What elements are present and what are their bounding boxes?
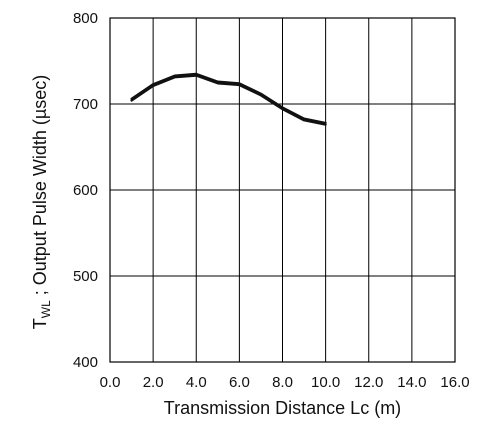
x-tick-label: 2.0 [143,374,164,391]
x-tick-label: 4.0 [186,374,207,391]
x-tick-label: 14.0 [397,374,426,391]
x-tick-label: 8.0 [272,374,293,391]
plot-area-frame [109,17,456,363]
x-axis-tick-labels: 0.0 2.0 4.0 6.0 8.0 10.0 12.0 14.0 16.0 [100,374,470,391]
y-axis-title-subscript: WL [39,300,53,318]
y-axis-title-main: T [30,318,50,329]
y-tick-label: 700 [73,96,98,113]
x-tick-label: 6.0 [229,374,250,391]
series-layer [130,72,327,126]
x-tick-label: 12.0 [354,374,383,391]
y-tick-label: 400 [73,354,98,371]
y-axis-title: TWL ; Output Pulse Width (µsec) [30,75,53,329]
y-axis-tick-labels: 400 500 600 700 800 [73,10,98,371]
grid [109,17,456,363]
y-tick-label: 500 [73,268,98,285]
y-tick-label: 600 [73,182,98,199]
series-line-0 [130,72,327,125]
x-tick-label: 16.0 [440,374,469,391]
y-axis-title-rest: ; Output Pulse Width (µsec) [30,75,50,300]
x-tick-label: 10.0 [311,374,340,391]
x-tick-label: 0.0 [100,374,121,391]
x-axis-title: Transmission Distance Lc (m) [164,398,401,418]
series-line-1 [130,74,327,126]
y-tick-label: 800 [73,10,98,27]
